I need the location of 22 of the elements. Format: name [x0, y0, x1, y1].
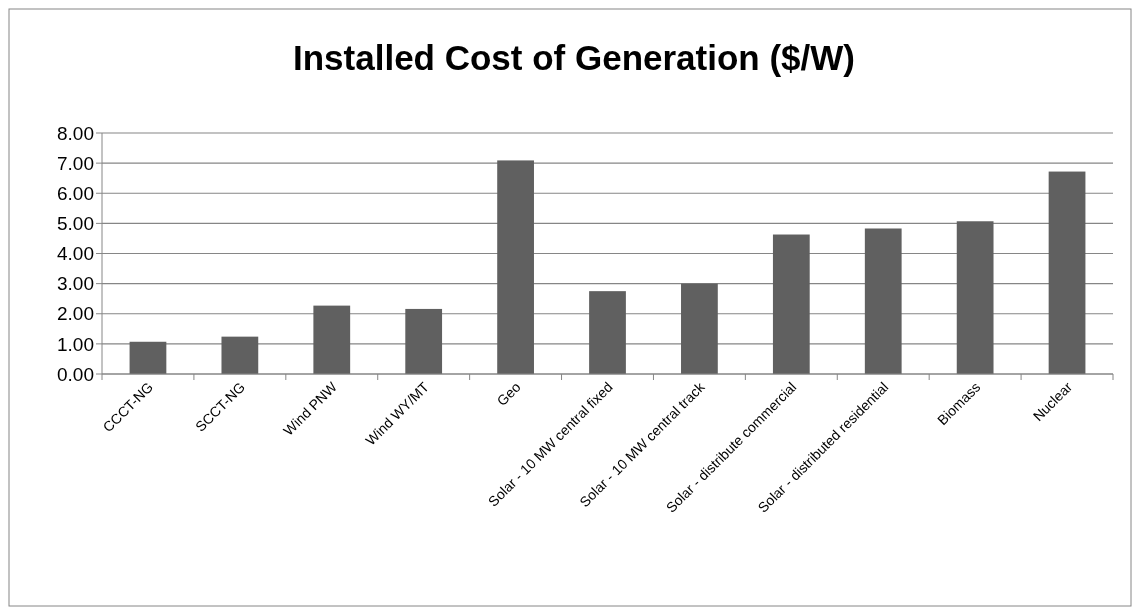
bar — [864, 228, 902, 374]
bar — [589, 291, 626, 374]
y-tick-label: 4.00 — [57, 243, 94, 265]
chart-title: Installed Cost of Generation ($/W) — [293, 38, 855, 77]
y-tick-label: 3.00 — [57, 273, 94, 295]
y-tick-label: 6.00 — [57, 182, 94, 204]
bar — [129, 341, 167, 374]
bar — [772, 234, 810, 374]
bar — [681, 283, 718, 374]
bar — [497, 160, 534, 374]
y-tick-label: 7.00 — [57, 152, 94, 174]
y-tick-label: 0.00 — [57, 363, 94, 385]
bar — [956, 221, 994, 374]
bar — [221, 336, 259, 374]
x-tick-label: Geo — [493, 378, 524, 409]
y-tick-label: 5.00 — [57, 213, 94, 235]
y-tick-label: 8.00 — [57, 122, 94, 144]
bar — [405, 308, 443, 374]
bar — [1048, 171, 1086, 374]
y-tick-label: 2.00 — [57, 303, 94, 325]
y-tick-label: 1.00 — [57, 333, 94, 355]
bar — [313, 305, 351, 374]
